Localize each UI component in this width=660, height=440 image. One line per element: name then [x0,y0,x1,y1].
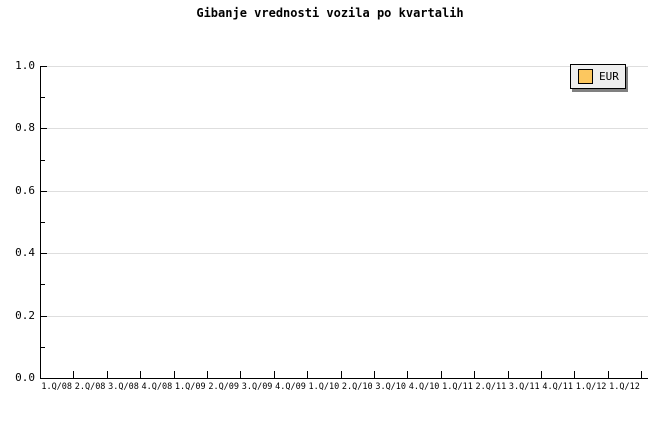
x-axis-tick-label: 1.Q/10 [308,382,340,392]
x-major-tick [40,371,41,378]
x-axis-tick-label: 3.Q/10 [375,382,407,392]
x-major-tick [174,371,175,378]
x-axis-tick-label: 2.Q/10 [341,382,373,392]
y-gridline [41,128,648,129]
x-axis-tick-label: 4.Q/11 [542,382,574,392]
x-major-tick [508,371,509,378]
y-axis-tick-label: 0.4 [15,246,35,259]
x-axis-line [40,378,648,379]
x-major-tick [107,371,108,378]
y-axis-tick-label: 1.0 [15,59,35,72]
y-major-tick [41,378,47,379]
x-axis-tick-label: 3.Q/08 [108,382,139,392]
x-axis-tick-label: 3.Q/11 [508,382,540,392]
y-minor-tick [41,347,45,348]
x-major-tick [441,371,442,378]
x-axis-tick-label: 1.Q/11 [442,382,473,392]
x-major-tick [274,371,275,378]
y-gridline [41,66,648,67]
x-axis-tick-label: 3.Q/09 [241,382,273,392]
x-major-tick [207,371,208,378]
legend-label: EUR [599,70,619,83]
x-major-tick [574,371,575,378]
y-axis-tick-label: 0.2 [15,309,35,322]
x-major-tick [73,371,74,378]
y-axis-tick-label: 0.6 [15,184,35,197]
y-major-tick [41,253,47,254]
x-major-tick [240,371,241,378]
x-major-tick [341,371,342,378]
y-minor-tick [41,222,45,223]
y-gridline [41,253,648,254]
y-gridline [41,191,648,192]
x-axis-tick-label: 2.Q/11 [475,382,507,392]
y-gridline [41,316,648,317]
y-axis-line [40,66,41,379]
x-axis-tick-label: 1.Q/12 [575,382,607,392]
x-axis-tick-label: 2.Q/09 [208,382,240,392]
y-axis-tick-label: 0.0 [15,371,35,384]
legend: EUR [570,64,626,89]
x-major-tick [474,371,475,378]
y-minor-tick [41,97,45,98]
y-major-tick [41,128,47,129]
x-major-tick [541,371,542,378]
x-major-tick [140,371,141,378]
chart-title: Gibanje vrednosti vozila po kvartalih [196,6,464,20]
x-axis-tick-label: 1.Q/09 [174,382,206,392]
x-axis-tick-label: 4.Q/09 [275,382,306,392]
y-axis-tick-label: 0.8 [15,121,35,134]
x-major-tick [641,371,642,378]
x-axis-tick-label: 2.Q/08 [74,382,106,392]
y-major-tick [41,66,47,67]
y-major-tick [41,316,47,317]
x-axis-tick-label: 4.Q/10 [408,382,440,392]
y-minor-tick [41,284,45,285]
y-minor-tick [41,160,45,161]
x-major-tick [608,371,609,378]
x-major-tick [307,371,308,378]
x-major-tick [374,371,375,378]
x-axis-tick-label: 1.Q/08 [41,382,73,392]
y-major-tick [41,191,47,192]
x-axis-tick-label: 4.Q/08 [141,382,173,392]
legend-swatch-icon [578,69,593,84]
x-major-tick [407,371,408,378]
x-axis-tick-label: 1.Q/12 [609,382,640,392]
